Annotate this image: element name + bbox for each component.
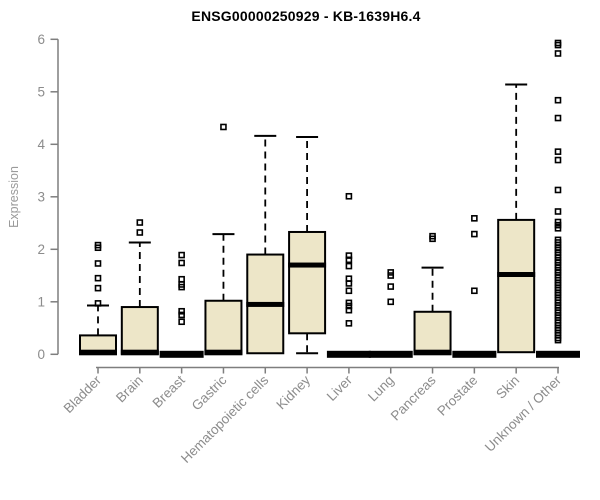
outlier-prostate (471, 230, 478, 238)
outlier-bladder (94, 260, 102, 267)
outlier-bladder (94, 241, 102, 249)
outlier-liver (345, 262, 353, 270)
x-tick-label-unknown-other: Unknown / Other (482, 372, 565, 455)
x-tick-label-liver: Liver (324, 372, 356, 404)
outlier-prostate (471, 215, 478, 222)
outlier-bladder (94, 284, 102, 292)
outlier-bladder (94, 274, 102, 282)
outlier-prostate (471, 287, 478, 295)
outlier-brain (136, 219, 144, 226)
outlier-breast (178, 307, 185, 315)
median-bladder (79, 349, 117, 355)
x-tick-label-lung: Lung (365, 373, 397, 405)
median-hematopoietic-cells (246, 301, 285, 307)
box-pancreas (413, 310, 452, 356)
flat-box-breast (159, 350, 204, 358)
median-pancreas (413, 349, 452, 355)
box-gastric (204, 299, 243, 356)
outlier-unknown-other (554, 208, 562, 215)
outlier-lung (387, 269, 395, 276)
x-tick-label-prostate: Prostate (434, 373, 480, 419)
flat-box-liver (326, 350, 371, 358)
outlier-unknown-other (554, 96, 562, 104)
y-tick-label-0: 0 (37, 347, 45, 362)
median-kidney (288, 262, 327, 268)
outlier-breast (178, 318, 185, 326)
outlier-brain (136, 229, 144, 236)
outlier-lung (387, 298, 395, 306)
box-kidney (288, 230, 327, 335)
outlier-liver (345, 275, 353, 283)
outlier-unknown-other (554, 156, 562, 164)
outlier-lung (387, 283, 395, 290)
outlier-liver (345, 299, 353, 307)
outlier-bladder (94, 300, 102, 307)
outlier-liver (345, 287, 353, 295)
outlier-breast (178, 275, 185, 283)
outlier-liver (345, 256, 353, 264)
outlier-liver (345, 192, 353, 200)
flat-box-prostate (452, 350, 497, 358)
outlier-unknown-other (554, 236, 562, 244)
outlier-unknown-other (554, 39, 562, 47)
outlier-pancreas (429, 232, 436, 240)
median-gastric (204, 349, 243, 355)
box-skin (497, 218, 536, 354)
outlier-unknown-other (554, 218, 562, 226)
x-tick-label-skin: Skin (493, 373, 522, 402)
outlier-breast (178, 251, 185, 259)
y-tick-label-4: 4 (37, 137, 45, 152)
x-tick-label-brain: Brain (113, 373, 146, 406)
outlier-unknown-other (554, 114, 562, 122)
y-tick-label-5: 5 (37, 84, 45, 99)
chart-title: ENSG00000250929 - KB-1639H6.4 (191, 8, 421, 24)
y-tick-label-3: 3 (37, 189, 45, 204)
outlier-liver (345, 320, 353, 327)
x-tick-label-breast: Breast (150, 372, 188, 410)
x-tick-label-gastric: Gastric (189, 372, 230, 413)
outlier-breast (178, 259, 185, 267)
outlier-liver (345, 252, 353, 259)
median-brain (120, 349, 159, 355)
flat-box-unknown-other (535, 350, 580, 358)
outlier-breast (178, 311, 185, 319)
y-tick-label-6: 6 (37, 32, 45, 47)
outlier-unknown-other (554, 186, 562, 194)
x-tick-label-bladder: Bladder (61, 372, 105, 416)
y-tick-label-2: 2 (37, 242, 45, 257)
outlier-gastric (220, 123, 227, 131)
x-tick-label-pancreas: Pancreas (388, 372, 439, 423)
y-tick-label-1: 1 (37, 294, 45, 309)
flat-box-lung (368, 350, 413, 358)
outlier-unknown-other (554, 148, 562, 155)
box-brain (120, 306, 159, 356)
x-tick-label-kidney: Kidney (273, 372, 313, 412)
median-skin (497, 272, 536, 277)
outlier-unknown-other (554, 50, 562, 57)
